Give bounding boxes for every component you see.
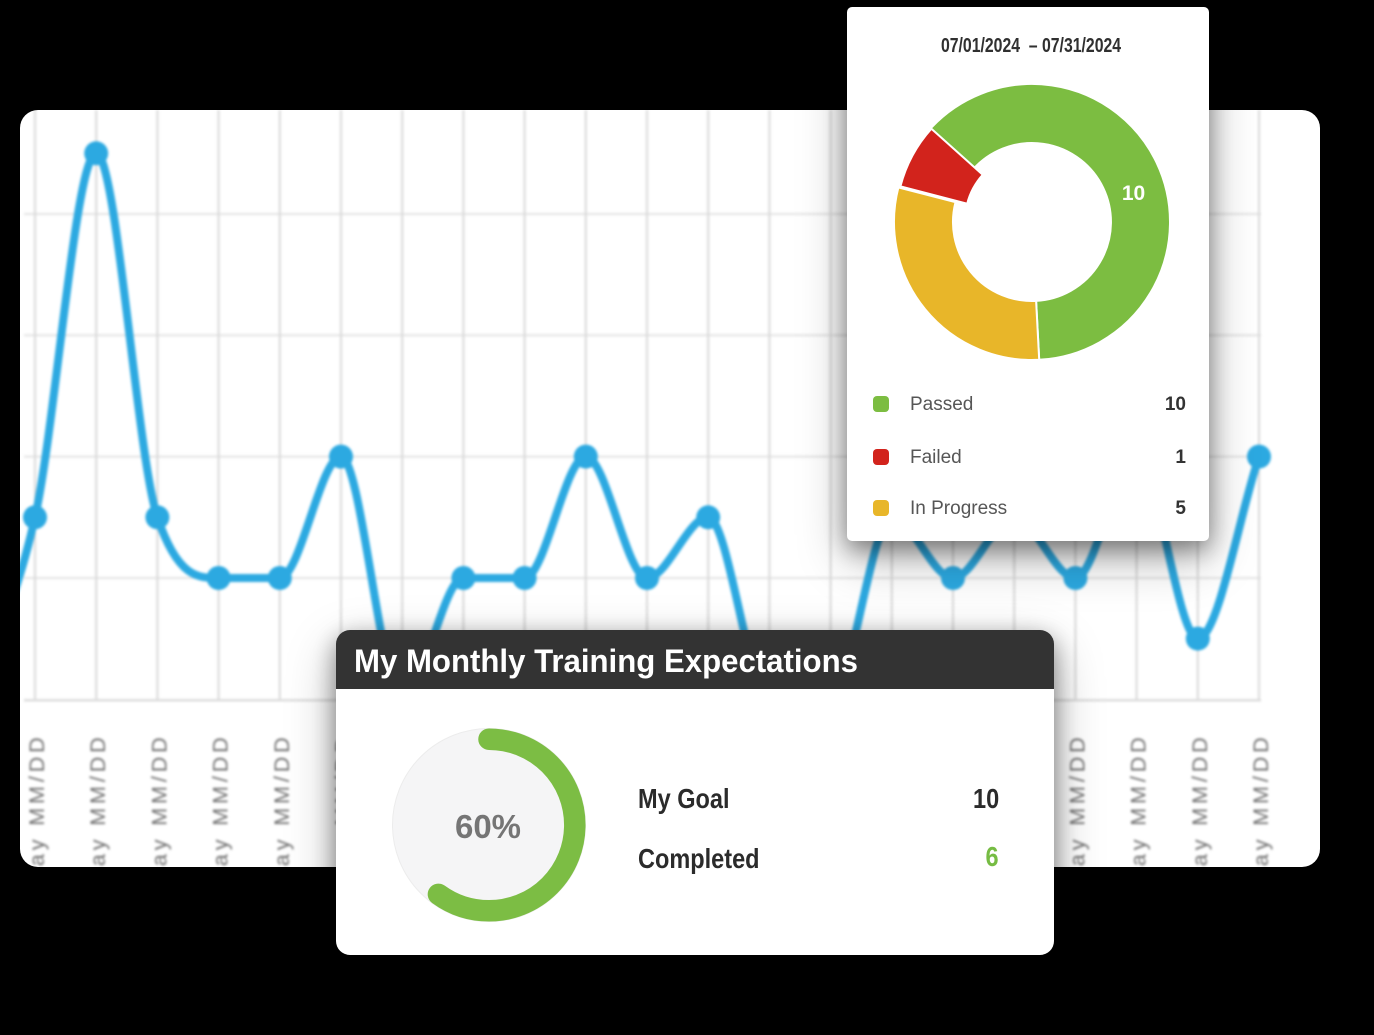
svg-text:day MM/DD: day MM/DD: [1127, 733, 1151, 867]
svg-text:day MM/DD: day MM/DD: [1249, 733, 1273, 867]
svg-text:day MM/DD: day MM/DD: [1188, 733, 1212, 867]
svg-text:day MM/DD: day MM/DD: [1065, 733, 1089, 867]
svg-text:10: 10: [1122, 182, 1145, 205]
svg-text:day MM/DD: day MM/DD: [86, 733, 110, 867]
svg-text:day MM/DD: day MM/DD: [25, 733, 49, 867]
svg-text:day MM/DD: day MM/DD: [147, 733, 171, 867]
svg-text:day MM/DD: day MM/DD: [209, 733, 233, 867]
svg-text:day MM/DD: day MM/DD: [270, 733, 294, 867]
